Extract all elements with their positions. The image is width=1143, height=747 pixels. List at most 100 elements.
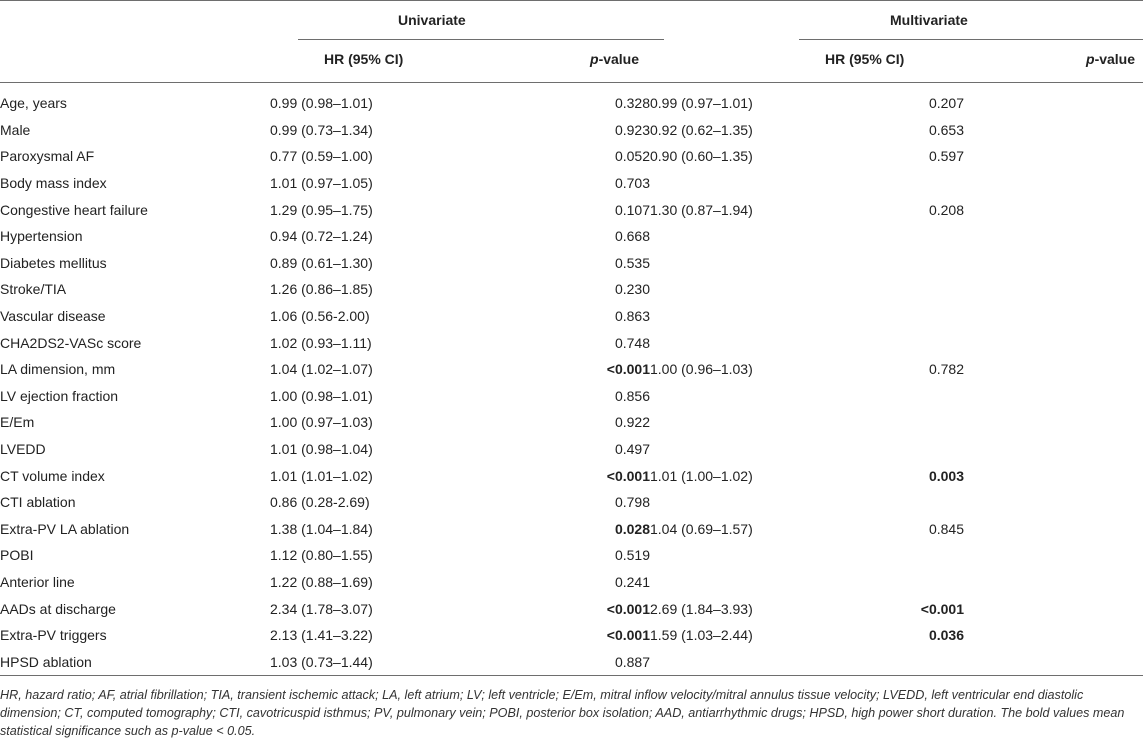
table-row: CTI ablation 0.86 (0.28-2.69) 0.798 <box>0 489 964 516</box>
multivariate-pvalue-cell: 0.782 <box>928 361 964 378</box>
data-rows: Age, years 0.99 (0.98–1.01) 0.328 0.99 (0.9… <box>0 90 964 675</box>
variable-cell: LV ejection fraction <box>0 387 119 404</box>
variable-cell: Vascular disease <box>0 308 106 325</box>
variable-cell: CT volume index <box>0 467 105 484</box>
table-row: Vascular disease 1.06 (0.56-2.00) 0.863 <box>0 303 964 330</box>
univariate-hr-cell: 1.02 (0.93–1.11) <box>270 334 372 351</box>
multivariate-hr-cell: 1.59 (1.03–2.44) <box>650 627 753 644</box>
table-footnote: HR, hazard ratio; AF, atrial fibrillatio… <box>0 688 1125 738</box>
univariate-hr-cell: 1.00 (0.97–1.03) <box>270 414 373 431</box>
multivariate-hr-cell <box>650 542 886 569</box>
univariate-hr-cell: 2.13 (1.41–3.22) <box>270 627 373 644</box>
univariate-pvalue-cell: 0.497 <box>614 441 650 458</box>
multivariate-hr-cell: 1.30 (0.87–1.94) <box>650 201 753 218</box>
univariate-hr-cell: 1.12 (0.80–1.55) <box>270 547 373 564</box>
univariate-pvalue-cell: 0.887 <box>614 653 650 670</box>
univariate-hr-cell: 0.86 (0.28-2.69) <box>270 494 370 511</box>
multivariate-hr-cell: 2.69 (1.84–3.93) <box>650 600 753 617</box>
table-row: Extra-PV triggers 2.13 (1.41–3.22) <0.001 1… <box>0 622 964 649</box>
table-row: HPSD ablation 1.03 (0.73–1.44) 0.887 <box>0 648 964 675</box>
univariate-pvalue-cell: 0.863 <box>614 308 650 325</box>
variable-cell: Extra-PV triggers <box>0 627 107 644</box>
univariate-hr-header: HR (95% CI) <box>324 51 404 67</box>
univariate-pvalue-cell: 0.798 <box>614 494 650 511</box>
variable-cell: Paroxysmal AF <box>0 148 95 165</box>
univariate-pvalue-cell: 0.748 <box>614 334 650 351</box>
univariate-pvalue-cell: 0.230 <box>614 281 650 298</box>
univariate-hr-cell: 0.89 (0.61–1.30) <box>270 254 373 271</box>
multivariate-pvalue-cell <box>886 329 964 356</box>
multivariate-pvalue-cell <box>886 489 964 516</box>
univariate-pvalue-cell: 0.028 <box>614 520 650 537</box>
univariate-pvalue-cell: <0.001 <box>606 600 650 617</box>
multivariate-pvalue-cell <box>886 436 964 463</box>
multivariate-pvalue-cell <box>886 170 964 197</box>
variable-cell: HPSD ablation <box>0 653 92 670</box>
multivariate-pvalue-cell: 0.036 <box>928 627 964 644</box>
univariate-header: Univariate <box>398 12 466 28</box>
multivariate-pvalue-header: p-value <box>1086 51 1136 67</box>
variable-cell: POBI <box>0 547 34 564</box>
multivariate-pvalue-cell <box>886 276 964 303</box>
multivariate-pvalue-cell: <0.001 <box>920 600 964 617</box>
multivariate-hr-cell <box>650 383 886 410</box>
multivariate-hr-cell <box>650 648 886 675</box>
univariate-pvalue-cell: 0.107 <box>614 201 650 218</box>
table-row: Congestive heart failure 1.29 (0.95–1.75)… <box>0 196 964 223</box>
univariate-pvalue-cell: <0.001 <box>606 627 650 644</box>
multivariate-pvalue-cell <box>886 648 964 675</box>
multivariate-pvalue-cell <box>886 409 964 436</box>
variable-cell: Stroke/TIA <box>0 281 67 298</box>
table-row: AADs at discharge 2.34 (1.78–3.07) <0.001 2… <box>0 595 964 622</box>
univariate-pvalue-cell: <0.001 <box>606 361 650 378</box>
multivariate-pvalue-cell: 0.207 <box>928 95 964 112</box>
table-row: Paroxysmal AF 0.77 (0.59–1.00) 0.052 0.90 (… <box>0 143 964 170</box>
univariate-hr-cell: 1.01 (0.97–1.05) <box>270 175 373 192</box>
multivariate-hr-cell <box>650 250 886 277</box>
univariate-pvalue-cell: 0.328 <box>614 95 650 112</box>
table-row: LA dimension, mm 1.04 (1.02–1.07) <0.001 1.… <box>0 356 964 383</box>
multivariate-hr-cell: 1.04 (0.69–1.57) <box>650 520 753 537</box>
table-row: Extra-PV LA ablation 1.38 (1.04–1.84) 0.02… <box>0 516 964 543</box>
multivariate-hr-cell: 0.90 (0.60–1.35) <box>650 148 753 165</box>
multivariate-hr-cell <box>650 303 886 330</box>
multivariate-hr-cell <box>650 436 886 463</box>
univariate-hr-cell: 0.99 (0.98–1.01) <box>270 95 373 112</box>
univariate-pvalue-cell: 0.923 <box>614 121 650 138</box>
multivariate-hr-cell <box>650 170 886 197</box>
multivariate-hr-cell: 1.00 (0.96–1.03) <box>650 361 753 378</box>
multivariate-header: Multivariate <box>890 12 968 28</box>
multivariate-pvalue-cell: 0.845 <box>928 520 964 537</box>
multivariate-pvalue-cell <box>886 223 964 250</box>
univariate-pvalue-cell: 0.703 <box>614 175 650 192</box>
univariate-pvalue-cell: 0.519 <box>614 547 650 564</box>
multivariate-hr-cell <box>650 276 886 303</box>
univariate-hr-cell: 1.03 (0.73–1.44) <box>270 653 373 670</box>
multivariate-pvalue-cell <box>886 250 964 277</box>
variable-cell: CTI ablation <box>0 494 76 511</box>
multivariate-underline <box>799 39 1143 40</box>
univariate-hr-cell: 1.01 (0.98–1.04) <box>270 441 373 458</box>
multivariate-hr-cell: 0.92 (0.62–1.35) <box>650 121 753 138</box>
table-row: Diabetes mellitus 0.89 (0.61–1.30) 0.535 <box>0 250 964 277</box>
table-row: CHA2DS2-VASc score 1.02 (0.93–1.11) 0.748 <box>0 329 964 356</box>
multivariate-pvalue-cell: 0.597 <box>928 148 964 165</box>
univariate-pvalue-cell: 0.922 <box>614 414 650 431</box>
table-row: E/Em 1.00 (0.97–1.03) 0.922 <box>0 409 964 436</box>
univariate-hr-cell: 0.99 (0.73–1.34) <box>270 121 373 138</box>
multivariate-pvalue-cell <box>886 303 964 330</box>
univariate-hr-cell: 1.26 (0.86–1.85) <box>270 281 373 298</box>
multivariate-hr-cell <box>650 223 886 250</box>
variable-cell: CHA2DS2-VASc score <box>0 334 142 351</box>
variable-cell: Age, years <box>0 95 67 112</box>
multivariate-hr-header: HR (95% CI) <box>825 51 905 67</box>
variable-cell: E/Em <box>0 414 35 431</box>
table-row: Male 0.99 (0.73–1.34) 0.923 0.92 (0.62–1.35… <box>0 117 964 144</box>
table-row: CT volume index 1.01 (1.01–1.02) <0.001 1.0… <box>0 462 964 489</box>
univariate-pvalue-cell: 0.668 <box>614 228 650 245</box>
univariate-hr-cell: 1.29 (0.95–1.75) <box>270 201 373 218</box>
univariate-hr-cell: 1.04 (1.02–1.07) <box>270 361 373 378</box>
multivariate-pvalue-cell <box>886 383 964 410</box>
univariate-pvalue-cell: 0.052 <box>614 148 650 165</box>
